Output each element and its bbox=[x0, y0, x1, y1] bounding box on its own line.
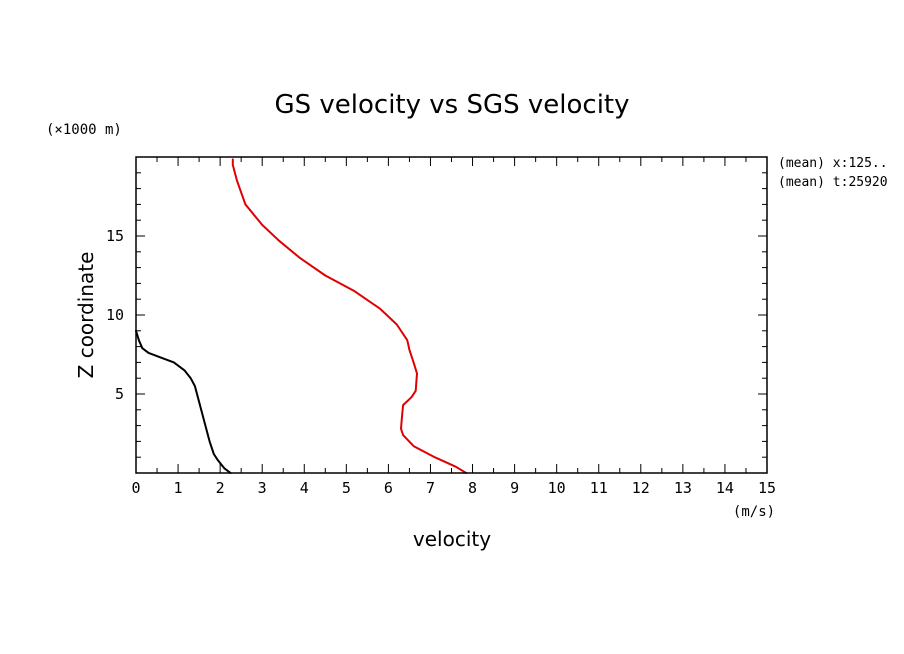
x-tick-label: 9 bbox=[510, 479, 519, 497]
y-tick-label: 5 bbox=[115, 385, 124, 403]
x-tick-label: 6 bbox=[384, 479, 393, 497]
annotation-mean-x: (mean) x:125.. bbox=[778, 156, 888, 171]
x-tick-label: 15 bbox=[758, 479, 776, 497]
x-tick-label: 4 bbox=[300, 479, 309, 497]
x-tick-label: 0 bbox=[131, 479, 140, 497]
x-axis-label: velocity bbox=[413, 527, 491, 551]
x-tick-label: 7 bbox=[426, 479, 435, 497]
x-tick-label: 13 bbox=[674, 479, 692, 497]
x-tick-label: 11 bbox=[590, 479, 608, 497]
x-unit-label: (m/s) bbox=[733, 504, 775, 520]
x-tick-label: 5 bbox=[342, 479, 351, 497]
y-axis-label: Z coordinate bbox=[74, 252, 98, 379]
x-tick-label: 3 bbox=[258, 479, 267, 497]
chart-title: GS velocity vs SGS velocity bbox=[274, 90, 629, 120]
y-tick-label: 10 bbox=[106, 306, 124, 324]
series-line-2 bbox=[231, 158, 468, 474]
x-tick-label: 12 bbox=[632, 479, 650, 497]
y-tick-label: 15 bbox=[106, 227, 124, 245]
x-tick-label: 8 bbox=[468, 479, 477, 497]
annotation-mean-t: (mean) t:25920 bbox=[778, 175, 888, 190]
x-tick-label: 2 bbox=[216, 479, 225, 497]
x-tick-label: 10 bbox=[548, 479, 566, 497]
plot-series bbox=[135, 158, 468, 474]
x-tick-label: 14 bbox=[716, 479, 734, 497]
y-unit-label: (×1000 m) bbox=[46, 122, 122, 138]
series-line-1 bbox=[135, 329, 232, 474]
plot-frame bbox=[135, 156, 768, 474]
x-tick-label: 1 bbox=[174, 479, 183, 497]
